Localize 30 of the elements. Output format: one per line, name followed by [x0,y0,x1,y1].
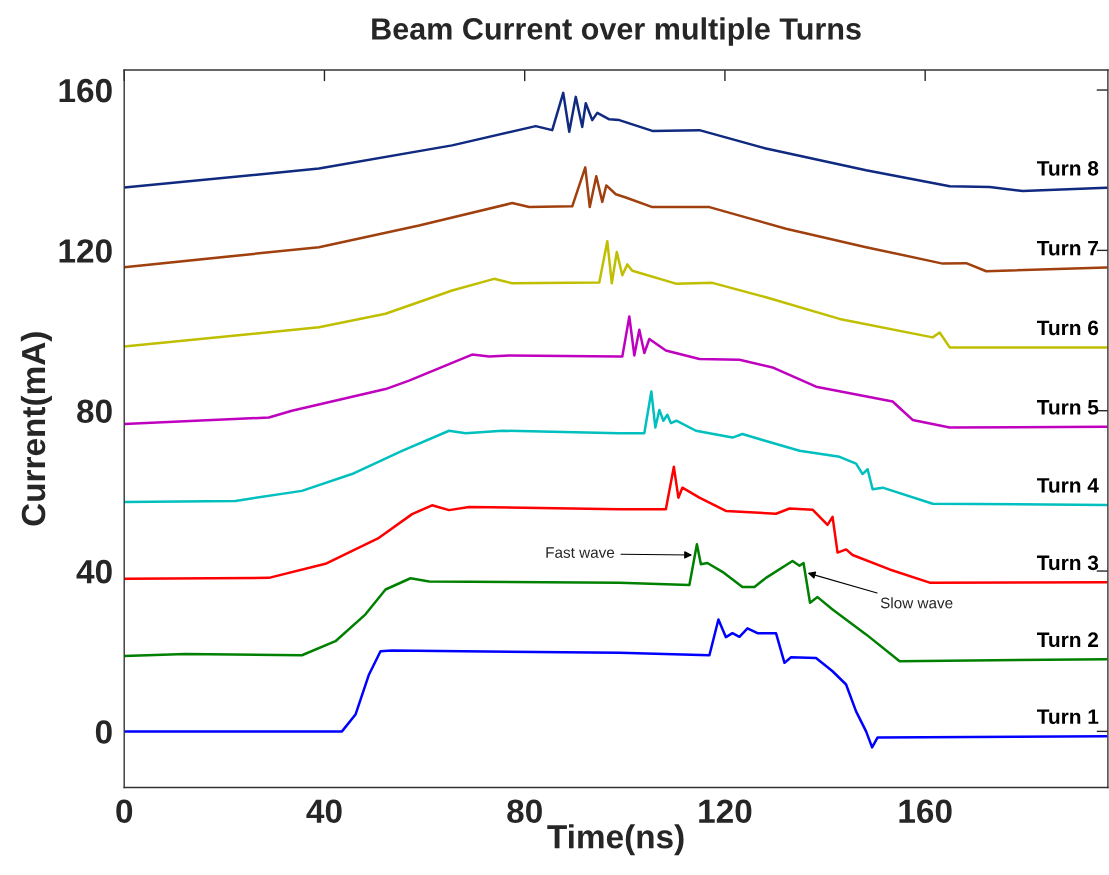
x-axis-title: Time(ns) [547,824,684,856]
x-tick-label: 0 [116,799,133,824]
x-tick-label: 80 [507,799,542,824]
series-label: Turn 5 [1037,400,1099,415]
x-tick-label: 160 [899,799,952,824]
series-label: Turn 8 [1037,160,1099,176]
y-tick-label: 160 [59,78,112,103]
x-tick-label: 40 [306,799,342,824]
y-axis-title: Current(mA) [20,332,52,526]
series-label: Turn 7 [1037,240,1098,256]
line-series [124,618,1108,749]
line-series [124,542,1108,663]
series-label: Turn 4 [1037,478,1099,493]
line-series [124,390,1108,507]
line-series [124,465,1108,584]
chart-title: Beam Current over multiple Turns [372,17,861,46]
series-label: Turn 2 [1037,632,1099,648]
annotation: Fast wave [546,547,615,558]
y-tick-label: 120 [59,239,112,263]
y-tick-label: 40 [76,559,112,584]
line-series [124,239,1108,349]
y-tick-label: 80 [77,399,112,424]
line-series [124,91,1108,193]
x-tick-label: 120 [699,799,752,824]
series-label: Turn 3 [1037,555,1099,571]
y-tick-label: 0 [95,720,112,744]
annotation: Slow wave [880,597,953,609]
line-series [124,315,1108,429]
series-label: Turn 1 [1037,709,1099,725]
series-label: Turn 6 [1037,320,1099,336]
